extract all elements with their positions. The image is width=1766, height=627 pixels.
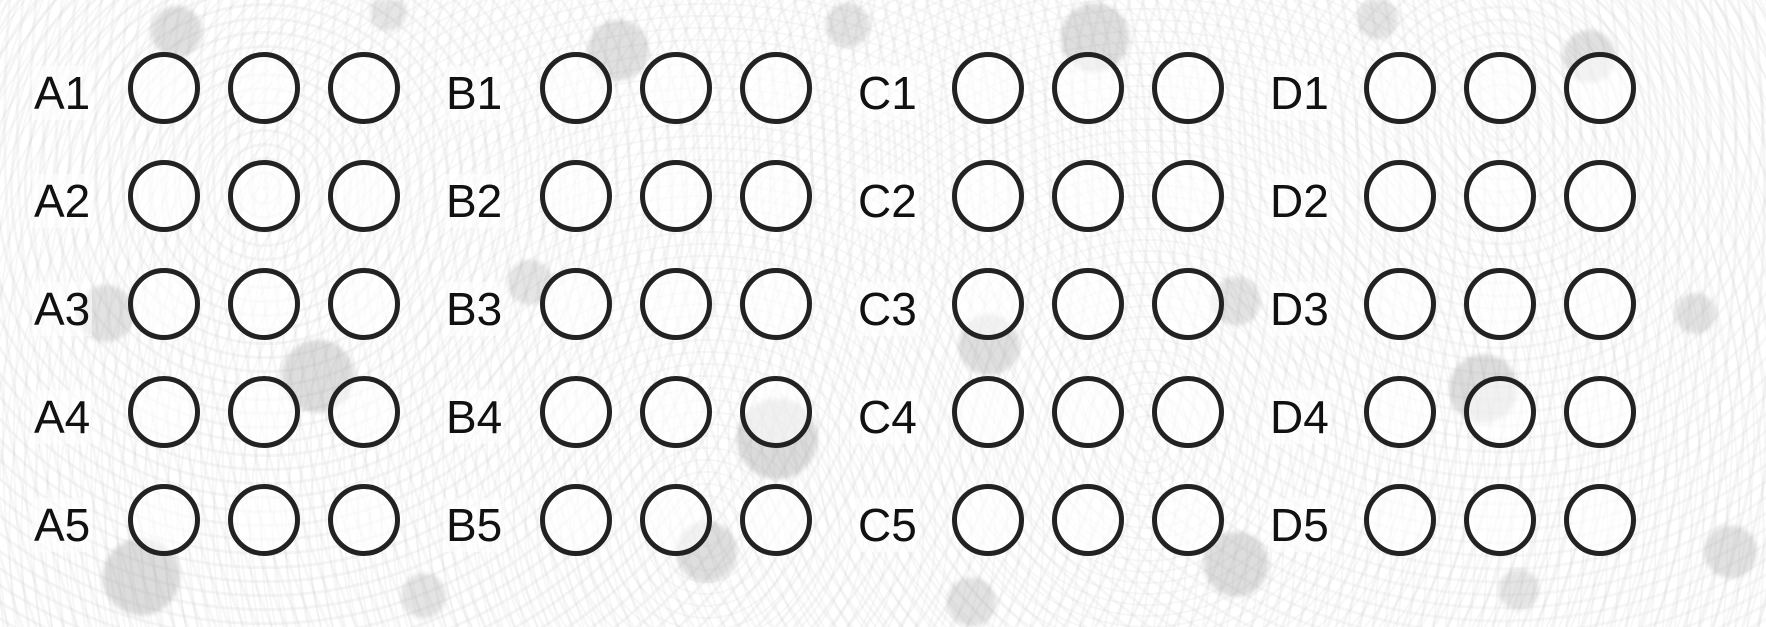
well-D2-3 xyxy=(1564,160,1636,232)
well-D4-3 xyxy=(1564,376,1636,448)
well-C3-1 xyxy=(952,268,1024,340)
row-label-A5: A5 xyxy=(32,498,92,552)
row-label-D4: D4 xyxy=(1268,390,1331,444)
row-label-C1: C1 xyxy=(856,66,919,120)
well-A2-3 xyxy=(328,160,400,232)
well-A4-3 xyxy=(328,376,400,448)
well-A1-3 xyxy=(328,52,400,124)
well-D1-2 xyxy=(1464,52,1536,124)
well-D3-1 xyxy=(1364,268,1436,340)
well-D5-2 xyxy=(1464,484,1536,556)
well-C1-2 xyxy=(1052,52,1124,124)
well-A1-1 xyxy=(128,52,200,124)
well-A1-2 xyxy=(228,52,300,124)
well-plate: A1 A2 A3 A4 A5 B1 B2 B3 B4 B5 C1 C2 C3 C4 C5 D1 D2 D3 D4 D5 xyxy=(0,0,1766,627)
row-label-D2: D2 xyxy=(1268,174,1331,228)
row-label-C3: C3 xyxy=(856,282,919,336)
row-label-C4: C4 xyxy=(856,390,919,444)
row-label-B4: B4 xyxy=(444,390,504,444)
row-label-B1: B1 xyxy=(444,66,504,120)
row-label-B5: B5 xyxy=(444,498,504,552)
well-D1-1 xyxy=(1364,52,1436,124)
row-label-A4: A4 xyxy=(32,390,92,444)
well-B5-2 xyxy=(640,484,712,556)
well-A2-1 xyxy=(128,160,200,232)
well-C3-2 xyxy=(1052,268,1124,340)
row-label-C5: C5 xyxy=(856,498,919,552)
well-A5-1 xyxy=(128,484,200,556)
well-D1-3 xyxy=(1564,52,1636,124)
well-D3-2 xyxy=(1464,268,1536,340)
well-B4-2 xyxy=(640,376,712,448)
well-B5-1 xyxy=(540,484,612,556)
well-C5-1 xyxy=(952,484,1024,556)
well-A4-2 xyxy=(228,376,300,448)
well-B1-3 xyxy=(740,52,812,124)
well-A5-2 xyxy=(228,484,300,556)
well-B5-3 xyxy=(740,484,812,556)
well-B1-2 xyxy=(640,52,712,124)
well-B4-1 xyxy=(540,376,612,448)
row-label-B3: B3 xyxy=(444,282,504,336)
well-C3-3 xyxy=(1152,268,1224,340)
row-label-A3: A3 xyxy=(32,282,92,336)
well-B3-1 xyxy=(540,268,612,340)
well-B3-2 xyxy=(640,268,712,340)
well-B2-2 xyxy=(640,160,712,232)
well-plate-diagram: A1 A2 A3 A4 A5 B1 B2 B3 B4 B5 C1 C2 C3 C4 C5 D1 D2 D3 D4 D5 xyxy=(0,0,1766,627)
well-A3-3 xyxy=(328,268,400,340)
row-label-D3: D3 xyxy=(1268,282,1331,336)
well-B4-3 xyxy=(740,376,812,448)
well-C5-3 xyxy=(1152,484,1224,556)
well-C1-3 xyxy=(1152,52,1224,124)
well-C4-2 xyxy=(1052,376,1124,448)
well-C2-3 xyxy=(1152,160,1224,232)
well-A4-1 xyxy=(128,376,200,448)
well-C5-2 xyxy=(1052,484,1124,556)
well-A5-3 xyxy=(328,484,400,556)
well-B3-3 xyxy=(740,268,812,340)
row-label-C2: C2 xyxy=(856,174,919,228)
well-C4-1 xyxy=(952,376,1024,448)
row-label-A1: A1 xyxy=(32,66,92,120)
well-D2-1 xyxy=(1364,160,1436,232)
well-D4-2 xyxy=(1464,376,1536,448)
well-C4-3 xyxy=(1152,376,1224,448)
well-D5-3 xyxy=(1564,484,1636,556)
well-A2-2 xyxy=(228,160,300,232)
well-B2-3 xyxy=(740,160,812,232)
well-C2-1 xyxy=(952,160,1024,232)
well-B1-1 xyxy=(540,52,612,124)
well-D5-1 xyxy=(1364,484,1436,556)
row-label-A2: A2 xyxy=(32,174,92,228)
well-A3-2 xyxy=(228,268,300,340)
well-D2-2 xyxy=(1464,160,1536,232)
well-C1-1 xyxy=(952,52,1024,124)
well-B2-1 xyxy=(540,160,612,232)
well-D4-1 xyxy=(1364,376,1436,448)
well-C2-2 xyxy=(1052,160,1124,232)
well-A3-1 xyxy=(128,268,200,340)
row-label-D5: D5 xyxy=(1268,498,1331,552)
well-D3-3 xyxy=(1564,268,1636,340)
row-label-D1: D1 xyxy=(1268,66,1331,120)
row-label-B2: B2 xyxy=(444,174,504,228)
